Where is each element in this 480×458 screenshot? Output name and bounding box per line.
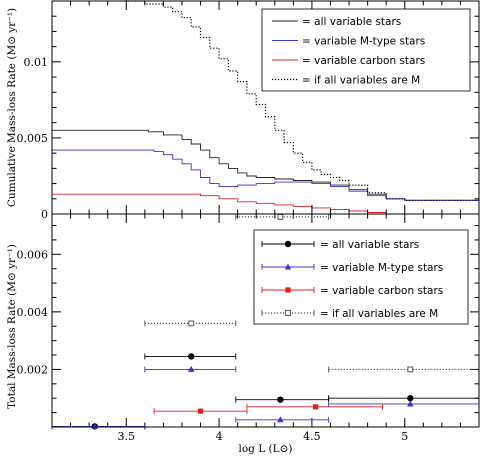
data-point-variable-m-type-stars (277, 416, 284, 423)
top-legend-box (261, 8, 471, 92)
x-axis-title: log L (L⊙) (238, 443, 292, 455)
data-point-all-variable-stars (188, 353, 195, 360)
legend-entry-variable-carbon-stars: = variable carbon stars (320, 285, 443, 297)
x-tick-label: 5 (401, 430, 408, 443)
top-panel: 0 0.005 0.01 Cumulative Mass-loss Rate (M⊙… (6, 0, 480, 221)
data-point-all-variable-stars (277, 396, 284, 403)
x-tick-label: 3.5 (118, 430, 136, 443)
top-y-tick-label: 0.01 (24, 56, 49, 69)
series-line-if-all-variables-are-m (125, 0, 479, 201)
bottom-y-tick-label: 0.006 (17, 248, 49, 261)
x-tick-label: 4 (216, 430, 223, 443)
data-point-if-all-variables-are-m (407, 366, 414, 373)
data-point-all-variable-stars (407, 395, 414, 402)
top-legend: = all variable stars = variable M-type st… (261, 8, 471, 92)
top-y-tick-labels: 0 0.005 0.01 (17, 56, 49, 221)
data-point-variable-carbon-stars (197, 408, 204, 414)
legend-entry-variable-carbon-stars: = variable carbon stars (302, 55, 425, 67)
bottom-y-tick-labels: 0.002 0.004 0.006 (17, 248, 49, 376)
bottom-y-tick-label: 0.002 (17, 363, 49, 376)
bottom-y-tick-label: 0.004 (17, 306, 49, 319)
legend-entry-if-all-variables-are-m: = if all variables are M (320, 308, 438, 320)
top-y-tick-label: 0 (41, 208, 48, 221)
data-point-if-all-variables-are-m (188, 320, 195, 327)
data-point-variable-m-type-stars (407, 400, 414, 407)
bottom-legend: = all variable stars = variable M-type st… (253, 229, 469, 325)
legend-marker-variable-m-type-stars (284, 263, 292, 270)
top-series-lines (52, 0, 479, 214)
data-point-if-all-variables-are-m (277, 213, 284, 220)
bottom-plot-frame (51, 213, 480, 428)
bottom-data-points (51, 213, 480, 430)
bottom-y-axis-title: Total Mass-loss Rate (M⊙ yr⁻¹) (6, 244, 18, 409)
legend-entry-all-variable-stars: = all variable stars (302, 16, 401, 28)
series-line-variable-carbon-stars (52, 193, 387, 214)
x-tick-labels: 3.5 4 4.5 5 (118, 430, 409, 443)
top-y-tick-label: 0.005 (17, 132, 49, 145)
data-point-variable-carbon-stars (313, 404, 319, 410)
legend-entry-variable-m-type-stars: = variable M-type stars (302, 36, 425, 48)
legend-entry-variable-m-type-stars: = variable M-type stars (320, 262, 443, 274)
legend-marker-variable-carbon-stars (285, 287, 291, 293)
legend-entry-all-variable-stars: = all variable stars (320, 239, 419, 251)
x-tick-label: 4.5 (303, 430, 321, 443)
legend-entry-if-all-variables-are-m: = if all variables are M (302, 75, 420, 87)
top-y-axis-title: Cumulative Mass-loss Rate (M⊙ yr⁻¹) (6, 8, 18, 207)
legend-marker-if-all-variables-are-m (285, 310, 291, 316)
legend-marker-all-variable-stars (284, 240, 292, 248)
series-line-all-variable-stars (52, 129, 479, 201)
series-line-variable-m-type-stars (52, 149, 479, 201)
data-point-variable-m-type-stars (187, 365, 195, 372)
bottom-panel: 0.002 0.004 0.006 3.5 4 4.5 5 Total Mass-loss… (6, 213, 480, 455)
